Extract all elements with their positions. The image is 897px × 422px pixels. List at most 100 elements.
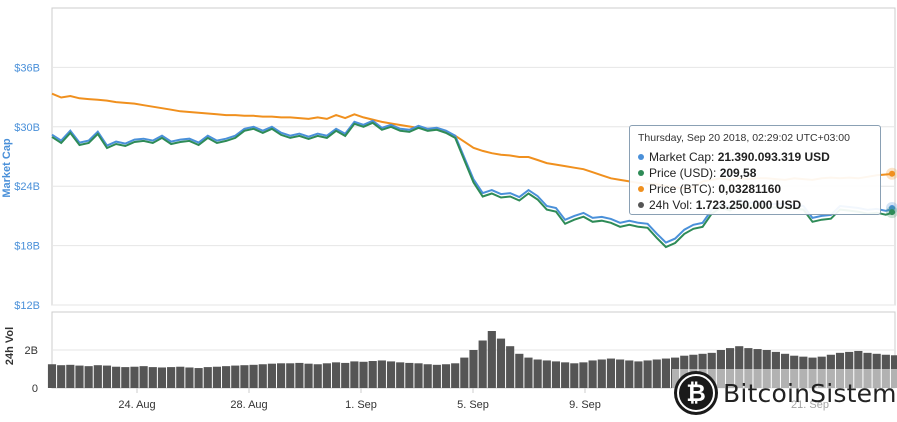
market-cap-tick-label: $18B [14,241,40,253]
volume-bar [222,366,231,388]
volume-bar [386,361,396,388]
volume-bar [405,362,414,388]
volume-bar [212,366,222,388]
volume-bar [643,360,652,388]
volume-bar [625,360,634,388]
volume-bar [570,363,579,388]
volume-bar [286,363,295,388]
volume-bar [276,363,286,388]
market-cap-tick-label: $30B [14,122,40,134]
tooltip-label: Market Cap: [649,150,715,164]
date-tick-label: 9. Sep [569,399,601,411]
volume-bar [322,363,331,388]
tooltip-row-price-btc: Price (BTC): 0,03281160 [638,181,872,197]
volume-bar [121,367,130,388]
volume-bar [249,364,258,388]
volume-bar [313,364,322,388]
volume-bar [460,357,469,388]
volume-bar [231,365,240,388]
volume-bar [652,359,661,388]
tooltip-value: 209,58 [719,166,757,180]
volume-axis-ticks: 0 2B [25,345,38,395]
hover-point [889,204,895,211]
volume-bar [75,365,84,388]
volume-bar [634,361,643,388]
date-tick-label: 1. Sep [345,399,377,411]
volume-bar [606,358,616,388]
tooltip: Thursday, Sep 20 2018, 02:29:02 UTC+03:0… [629,125,881,215]
volume-bar [377,360,386,388]
volume-bar [267,363,276,388]
market-cap-tick-label: $36B [14,62,40,74]
tooltip-value: 1.723.250.000 USD [695,198,802,212]
volume-bar [515,353,524,388]
volume-bar [341,362,350,388]
volume-bar [112,366,121,388]
volume-bar [579,362,588,388]
volume-bar [47,364,57,388]
market-cap-tick-label: $24B [14,181,40,193]
market-cap-axis-title: Market Cap [1,138,13,198]
volume-bar [258,364,267,388]
volume-bar [66,364,75,388]
watermark-text: BitcoinSistemi [723,378,897,408]
volume-bar [93,365,102,388]
volume-bar [185,367,194,388]
date-tick-label: 28. Aug [230,399,267,411]
tooltip-label: Price (USD): [649,166,717,180]
volume-dot [638,202,644,208]
bitcoin-logo-icon: ₿ [674,371,718,415]
volume-bar [735,346,744,388]
tooltip-value: 21.390.093.319 USD [717,150,830,164]
volume-bar [148,367,157,388]
volume-bar [753,349,762,388]
volume-bar [194,368,203,388]
volume-tick-label: 0 [32,383,38,395]
volume-bar [57,365,66,388]
tooltip-label: Price (BTC): [649,182,715,196]
volume-bar [432,364,441,388]
market-cap-axis-ticks: $12B $18B $24B $30B $36B [14,62,40,312]
volume-bar [350,361,359,388]
volume-bar [441,364,451,388]
volume-bar [588,360,597,388]
volume-bar [157,367,167,388]
volume-bar [561,362,570,388]
tooltip-label: 24h Vol: [649,198,693,212]
volume-bar [167,367,176,388]
bitcoin-glyph: ₿ [686,379,706,407]
hover-markers [886,167,897,219]
volume-bar [331,362,341,388]
date-tick-label: 5. Sep [457,399,489,411]
date-tick-label: 24. Aug [118,399,155,411]
market-cap-tick-label: $12B [14,300,40,312]
volume-bar [524,357,533,388]
volume-bar [84,366,93,388]
volume-bar [451,363,460,388]
price-usd-dot [638,170,644,176]
volume-bar [414,363,423,388]
volume-axis-title: 24h Vol [4,327,16,365]
volume-bar [139,366,148,388]
volume-bar [551,361,561,388]
volume-bar [359,361,368,388]
volume-bar [102,365,112,388]
volume-bar [176,366,185,388]
volume-bar [661,358,671,388]
tooltip-row-price-usd: Price (USD): 209,58 [638,165,872,181]
volume-bar [478,340,487,388]
tooltip-date: Thursday, Sep 20 2018, 02:29:02 UTC+03:0… [638,132,850,144]
volume-bar [616,359,625,388]
watermark: ₿ BitcoinSistemi [672,369,897,417]
volume-bar [423,364,432,388]
volume-bar [487,331,496,388]
volume-bar [203,367,212,388]
volume-bar [744,348,753,388]
hover-point [889,209,895,216]
tooltip-row-market-cap: Market Cap: 21.390.093.319 USD [638,149,872,165]
tooltip-row-volume: 24h Vol: 1.723.250.000 USD [638,197,872,213]
volume-bar [304,363,313,388]
volume-bar [368,361,377,388]
volume-bar [295,362,304,388]
volume-bar [542,360,551,388]
